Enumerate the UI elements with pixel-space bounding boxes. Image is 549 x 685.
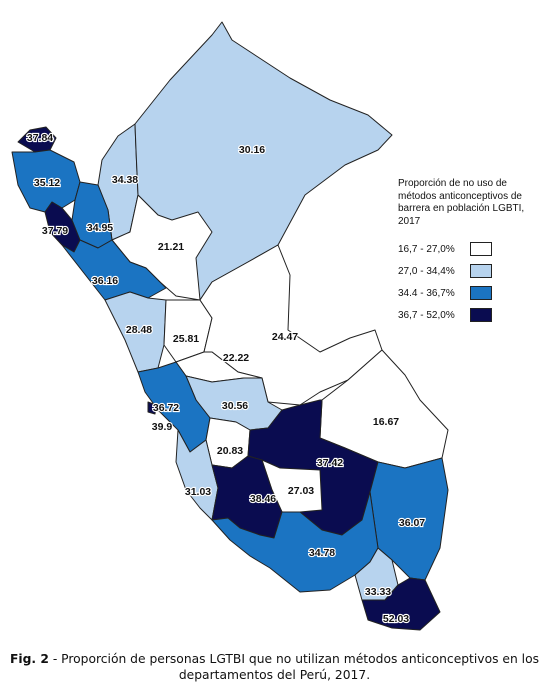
map-legend: Proporción de no uso de métodos anticonc… bbox=[398, 178, 544, 326]
region-piura[interactable] bbox=[11, 149, 81, 213]
legend-item: 36,7 - 52,0% bbox=[398, 304, 544, 326]
value-label-huancavelica: 20.83 bbox=[217, 445, 243, 457]
value-label-madre-de-dios: 16.67 bbox=[373, 416, 399, 428]
figure-label: Fig. 2 bbox=[9, 652, 49, 666]
value-label-puno: 36.07 bbox=[399, 517, 425, 529]
value-label-ucayali: 24.47 bbox=[272, 331, 298, 343]
legend-swatch bbox=[470, 308, 492, 322]
legend-item: 16,7 - 27,0% bbox=[398, 238, 544, 260]
legend-item-label: 27,0 - 34,4% bbox=[398, 265, 455, 277]
value-label-tumbes: 37.84 bbox=[27, 132, 53, 144]
value-label-la-libertad: 36.16 bbox=[92, 275, 118, 287]
value-label-loreto: 30.16 bbox=[239, 144, 265, 156]
figure-caption: Fig. 2 - Proporción de personas LGTBI qu… bbox=[0, 651, 549, 683]
value-label-ica: 31.03 bbox=[185, 486, 211, 498]
value-label-lima: 36.72 bbox=[153, 402, 179, 414]
value-label-arequipa: 34.78 bbox=[309, 547, 335, 559]
value-label-tacna: 52.03 bbox=[383, 613, 409, 625]
value-label-apurimac: 27.03 bbox=[288, 485, 314, 497]
value-label-huanuco: 25.81 bbox=[173, 333, 199, 345]
value-label-piura: 35.12 bbox=[34, 177, 60, 189]
peru-map: 37.84 35.12 34.38 37.79 34.95 30.16 21.2… bbox=[11, 21, 449, 631]
legend-item: 27,0 - 34,4% bbox=[398, 260, 544, 282]
legend-title: Proporción de no uso de métodos anticonc… bbox=[398, 178, 525, 227]
legend-item-label: 36,7 - 52,0% bbox=[398, 309, 455, 321]
value-label-junin: 30.56 bbox=[222, 400, 248, 412]
value-label-callao: 39.9 bbox=[152, 421, 173, 433]
value-label-pasco: 22.22 bbox=[223, 352, 249, 364]
value-label-moquegua: 33.33 bbox=[365, 586, 391, 598]
value-label-lambayeque: 37.79 bbox=[42, 225, 68, 237]
region-arequipa[interactable] bbox=[211, 491, 379, 593]
value-label-san-martin: 21.21 bbox=[158, 241, 184, 253]
region-tacna[interactable] bbox=[361, 577, 441, 631]
legend-swatch bbox=[470, 264, 492, 278]
legend-swatch bbox=[470, 242, 492, 256]
value-label-ayacucho: 38.46 bbox=[250, 493, 276, 505]
value-label-cusco: 37.42 bbox=[317, 457, 343, 469]
legend-item: 34.4 - 36,7% bbox=[398, 282, 544, 304]
value-label-ancash: 28.48 bbox=[126, 324, 152, 336]
caption-text: - Proporción de personas LGTBI que no ut… bbox=[48, 652, 540, 682]
value-label-cajamarca: 34.95 bbox=[87, 222, 113, 234]
region-callao[interactable] bbox=[147, 401, 157, 415]
legend-item-label: 34.4 - 36,7% bbox=[398, 287, 455, 299]
legend-swatch bbox=[470, 286, 492, 300]
legend-item-label: 16,7 - 27,0% bbox=[398, 243, 455, 255]
value-label-amazonas: 34.38 bbox=[112, 174, 138, 186]
